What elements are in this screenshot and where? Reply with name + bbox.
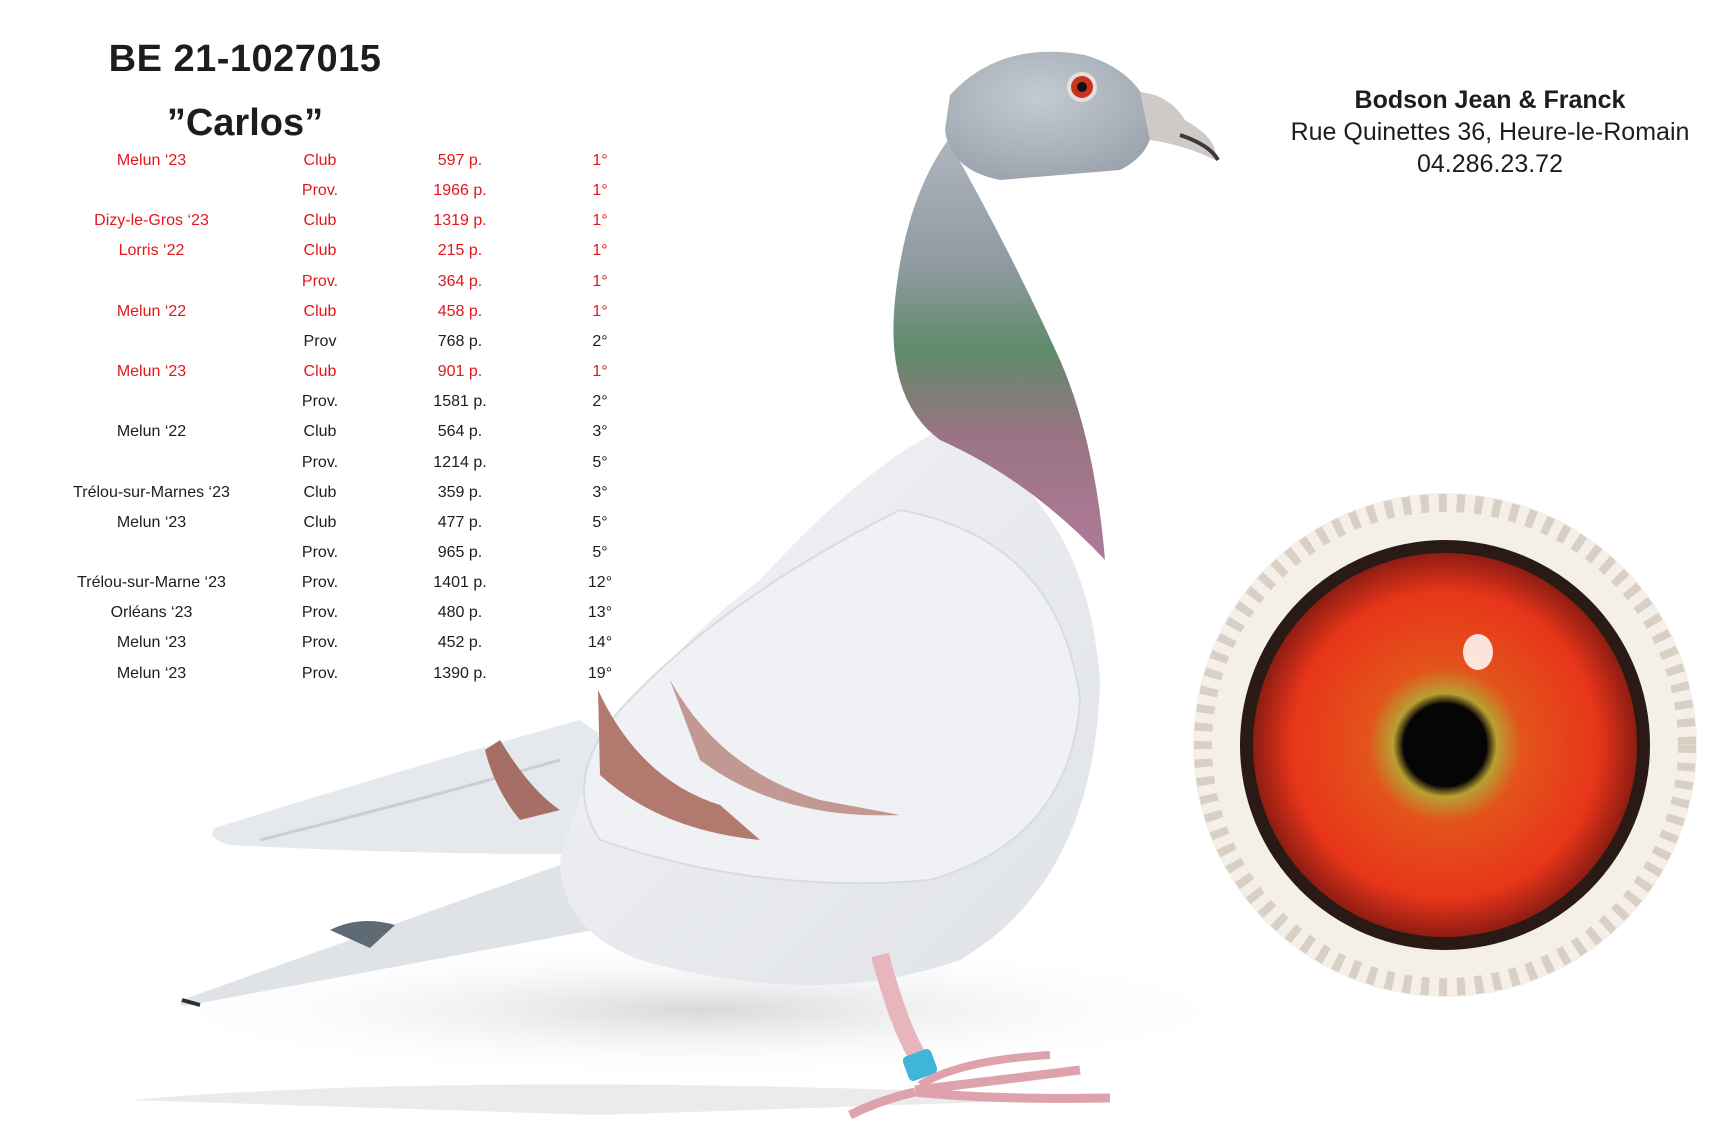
result-row: Dizy-le-Gros ‘23 Club 1319 p. 1° — [60, 212, 620, 240]
result-place: 1° — [592, 302, 608, 320]
result-level: Club — [303, 152, 337, 169]
result-place: 2° — [592, 393, 608, 411]
result-row: Melun ‘22 Club 458 p. 1° — [60, 303, 620, 331]
result-row: Melun ‘23 Club 901 p. 1° — [60, 363, 620, 391]
result-place: 5° — [592, 453, 608, 471]
result-place: 1° — [592, 242, 608, 260]
result-place: 5° — [592, 513, 608, 531]
result-row: Melun ‘22 Club 564 p. 3° — [60, 423, 620, 451]
result-participants: 364 p. — [437, 272, 483, 290]
result-race: Orléans ‘23 — [110, 604, 193, 622]
result-race: Lorris ‘22 — [118, 242, 185, 260]
result-place: 1° — [592, 363, 608, 381]
result-participants: 965 p. — [437, 543, 483, 561]
result-place: 1° — [592, 182, 608, 200]
result-row: Melun ‘23 Club 477 p. 5° — [60, 514, 620, 542]
result-level: Club — [303, 513, 337, 531]
result-level: Prov. — [301, 182, 339, 200]
result-race: Melun ‘23 — [116, 664, 187, 682]
owner-address: Rue Quinettes 36, Heure-le-Romain — [1290, 118, 1690, 146]
result-participants: 1581 p. — [433, 393, 487, 411]
result-level: Club — [303, 483, 337, 501]
result-row: Prov. 1214 p. 5° — [60, 454, 620, 482]
result-place: 14° — [587, 634, 613, 652]
result-row: Orléans ‘23 Prov. 480 p. 13° — [60, 604, 620, 632]
result-row: Prov 768 p. 2° — [60, 333, 620, 361]
bird-name: ”Carlos” — [166, 102, 324, 144]
result-level: Prov. — [301, 634, 339, 652]
result-participants: 768 p. — [437, 332, 483, 350]
result-row: Melun ‘23 Club 597 p. 1° — [60, 152, 620, 180]
result-participants: 477 p. — [437, 513, 483, 531]
result-place: 1° — [592, 152, 608, 169]
result-place: 5° — [592, 543, 608, 561]
result-level: Prov. — [301, 393, 339, 411]
result-participants: 359 p. — [437, 483, 483, 501]
result-level: Prov. — [301, 574, 339, 592]
result-participants: 215 p. — [437, 242, 483, 260]
result-row: Trélou-sur-Marne ‘23 Prov. 1401 p. 12° — [60, 574, 620, 602]
result-place: 3° — [592, 483, 608, 501]
result-level: Club — [303, 242, 337, 260]
result-level: Prov. — [301, 604, 339, 622]
result-row: Melun ‘23 Prov. 452 p. 14° — [60, 634, 620, 662]
result-place: 2° — [592, 332, 608, 350]
result-row: Prov. 364 p. 1° — [60, 273, 620, 301]
result-race: Trélou-sur-Marnes ‘23 — [73, 483, 230, 501]
result-place: 13° — [587, 604, 613, 622]
result-level: Prov. — [301, 664, 339, 682]
result-race: Melun ‘23 — [116, 634, 187, 652]
result-row: Prov. 965 p. 5° — [60, 544, 620, 572]
result-level: Club — [303, 212, 337, 230]
result-row: Trélou-sur-Marnes ‘23 Club 359 p. 3° — [60, 484, 620, 512]
result-participants: 452 p. — [437, 634, 483, 652]
result-participants: 1401 p. — [433, 574, 487, 592]
owner-phone: 04.286.23.72 — [1417, 150, 1563, 178]
result-participants: 480 p. — [437, 604, 483, 622]
result-level: Prov — [303, 332, 337, 350]
result-place: 12° — [587, 574, 613, 592]
ring-number: BE 21-1027015 — [108, 38, 382, 80]
owner-block: Bodson Jean & Franck Rue Quinettes 36, H… — [1280, 84, 1700, 180]
result-participants: 458 p. — [437, 302, 483, 320]
result-participants: 1390 p. — [433, 664, 487, 682]
result-place: 3° — [592, 423, 608, 441]
result-row: Prov. 1966 p. 1° — [60, 182, 620, 210]
result-participants: 564 p. — [437, 423, 483, 441]
result-race: Melun ‘22 — [116, 423, 187, 441]
result-race: Melun ‘22 — [116, 302, 187, 320]
result-level: Prov. — [301, 543, 339, 561]
owner-name: Bodson Jean & Franck — [1354, 86, 1626, 114]
result-level: Club — [303, 302, 337, 320]
result-race: Melun ‘23 — [116, 152, 187, 169]
result-place: 1° — [592, 272, 608, 290]
result-participants: 1966 p. — [433, 182, 487, 200]
result-place: 1° — [592, 212, 608, 230]
result-place: 19° — [587, 664, 613, 682]
result-participants: 1319 p. — [433, 212, 487, 230]
result-participants: 1214 p. — [433, 453, 487, 471]
result-level: Prov. — [301, 272, 339, 290]
result-level: Club — [303, 363, 337, 381]
result-level: Club — [303, 423, 337, 441]
result-participants: 901 p. — [437, 363, 483, 381]
result-row: Melun ‘23 Prov. 1390 p. 19° — [60, 665, 620, 693]
result-race: Melun ‘23 — [116, 363, 187, 381]
result-level: Prov. — [301, 453, 339, 471]
result-row: Prov. 1581 p. 2° — [60, 393, 620, 421]
result-row: Lorris ‘22 Club 215 p. 1° — [60, 242, 620, 270]
result-race: Trélou-sur-Marne ‘23 — [77, 574, 226, 592]
result-race: Dizy-le-Gros ‘23 — [94, 212, 209, 230]
result-participants: 597 p. — [437, 152, 483, 169]
result-race: Melun ‘23 — [116, 513, 187, 531]
